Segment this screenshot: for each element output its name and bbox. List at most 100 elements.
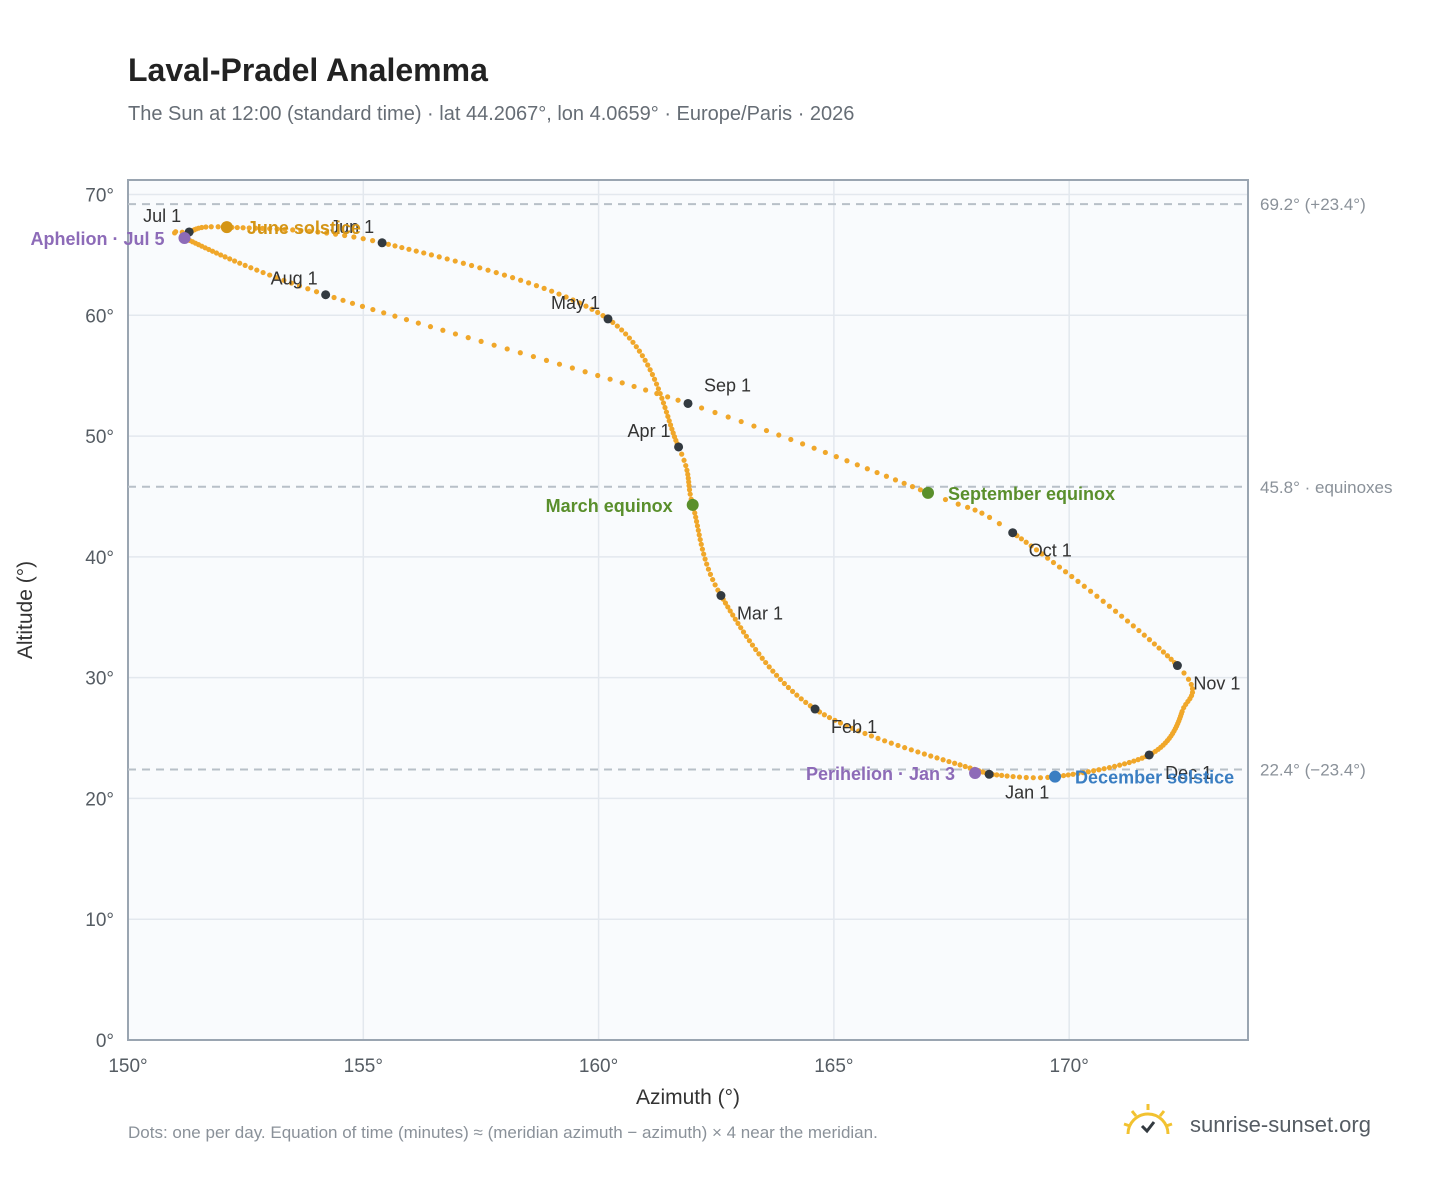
daily-sun-dot bbox=[533, 283, 540, 289]
daily-sun-dot bbox=[770, 668, 776, 674]
daily-sun-dot bbox=[763, 427, 770, 434]
daily-sun-dot bbox=[684, 467, 690, 473]
daily-sun-dot bbox=[693, 518, 700, 525]
daily-sun-dot bbox=[710, 576, 716, 583]
daily-sun-dot bbox=[324, 230, 330, 236]
event-label: Perihelion · Jan 3 bbox=[806, 764, 955, 784]
daily-sun-dot bbox=[208, 224, 214, 230]
daily-sun-dot bbox=[501, 272, 508, 278]
daily-sun-dot bbox=[563, 294, 569, 300]
daily-sun-dot bbox=[788, 436, 794, 443]
daily-sun-dot bbox=[653, 381, 660, 387]
daily-sun-dot bbox=[844, 458, 850, 464]
daily-sun-dot bbox=[589, 306, 595, 312]
month-marker bbox=[716, 591, 726, 601]
daily-sun-dot bbox=[493, 269, 499, 276]
daily-sun-dot bbox=[549, 288, 555, 294]
daily-sun-dot bbox=[670, 430, 676, 436]
daily-sun-dot bbox=[655, 386, 662, 392]
daily-sun-dot bbox=[654, 390, 660, 397]
daily-sun-dot bbox=[1124, 618, 1131, 624]
daily-sun-dot bbox=[1135, 757, 1141, 763]
daily-sun-dot bbox=[777, 676, 784, 683]
daily-sun-dot bbox=[687, 491, 693, 497]
brand-logo[interactable]: sunrise-sunset.org bbox=[1120, 1100, 1400, 1150]
daily-sun-dot bbox=[917, 487, 924, 493]
daily-sun-dot bbox=[1181, 670, 1187, 676]
daily-sun-dot bbox=[267, 226, 273, 232]
month-marker bbox=[603, 314, 613, 324]
daily-sun-dot bbox=[485, 267, 491, 273]
daily-sun-dot bbox=[952, 760, 958, 766]
daily-sun-dot bbox=[313, 289, 320, 295]
y-tick-label: 60° bbox=[85, 306, 114, 327]
daily-sun-dot bbox=[1136, 627, 1142, 634]
daily-sun-dot bbox=[1037, 775, 1044, 781]
month-marker-label: Feb 1 bbox=[831, 717, 877, 737]
x-tick-label: 165° bbox=[814, 1056, 853, 1077]
daily-sun-dot bbox=[696, 532, 702, 538]
daily-sun-dot bbox=[1023, 539, 1029, 545]
event-label: Aphelion · Jul 5 bbox=[30, 229, 164, 249]
daily-sun-dot bbox=[833, 454, 839, 460]
daily-sun-dot bbox=[351, 234, 357, 240]
daily-sun-dot bbox=[1085, 769, 1091, 775]
daily-sun-dot bbox=[667, 422, 674, 428]
daily-sun-dot bbox=[803, 699, 809, 705]
daily-sun-dot bbox=[698, 541, 704, 547]
month-marker bbox=[1008, 528, 1018, 538]
daily-sun-dot bbox=[645, 362, 651, 368]
daily-sun-dot bbox=[725, 604, 731, 610]
daily-sun-dot bbox=[234, 224, 240, 231]
y-tick-label: 70° bbox=[85, 185, 114, 206]
daily-sun-dot bbox=[957, 762, 963, 768]
daily-sun-dot bbox=[999, 772, 1005, 779]
x-tick-label: 160° bbox=[579, 1056, 618, 1077]
daily-sun-dot bbox=[986, 514, 993, 520]
daily-sun-dot bbox=[370, 306, 376, 313]
daily-sun-dot bbox=[665, 394, 671, 400]
daily-sun-dot bbox=[849, 725, 855, 731]
x-tick-label: 170° bbox=[1050, 1056, 1089, 1077]
daily-sun-dot bbox=[843, 723, 849, 729]
daily-sun-dot bbox=[875, 735, 881, 742]
daily-sun-dot bbox=[1106, 764, 1113, 771]
event-label: June solstice bbox=[247, 218, 361, 238]
daily-sun-dot bbox=[349, 300, 356, 306]
daily-sun-dot bbox=[1119, 613, 1125, 619]
daily-sun-dot bbox=[436, 254, 442, 260]
daily-sun-dot bbox=[504, 346, 510, 352]
daily-sun-dot bbox=[722, 600, 729, 606]
daily-sun-dot bbox=[509, 275, 516, 281]
month-marker bbox=[1172, 661, 1182, 671]
daily-sun-dot bbox=[246, 225, 252, 231]
daily-sun-dot bbox=[996, 521, 1002, 527]
daily-sun-dot bbox=[895, 742, 901, 749]
daily-sun-dot bbox=[642, 357, 648, 363]
daily-sun-dot bbox=[406, 246, 412, 252]
daily-sun-dot bbox=[556, 361, 563, 367]
event-label: March equinox bbox=[546, 496, 673, 516]
daily-sun-dot bbox=[738, 418, 744, 425]
daily-sun-dot bbox=[685, 471, 691, 478]
daily-sun-dot bbox=[1189, 686, 1196, 692]
daily-sun-dot bbox=[282, 226, 288, 233]
daily-sun-dot bbox=[595, 372, 601, 379]
daily-sun-dot bbox=[577, 300, 583, 306]
x-tick-label: 155° bbox=[344, 1056, 383, 1077]
month-marker-label: Jun 1 bbox=[330, 217, 374, 237]
daily-sun-dot bbox=[518, 277, 524, 283]
daily-sun-dot bbox=[712, 582, 718, 588]
daily-sun-dot bbox=[254, 267, 260, 273]
month-marker bbox=[810, 704, 820, 714]
daily-sun-dot bbox=[794, 692, 800, 698]
y-tick-label: 20° bbox=[85, 789, 114, 810]
daily-sun-dot bbox=[659, 395, 665, 401]
daily-sun-dot bbox=[1106, 603, 1113, 609]
daily-sun-dot bbox=[821, 712, 827, 718]
daily-sun-dot bbox=[582, 369, 588, 375]
daily-sun-dot bbox=[856, 728, 862, 734]
event-marker bbox=[178, 231, 191, 244]
daily-sun-dot bbox=[1069, 573, 1075, 580]
